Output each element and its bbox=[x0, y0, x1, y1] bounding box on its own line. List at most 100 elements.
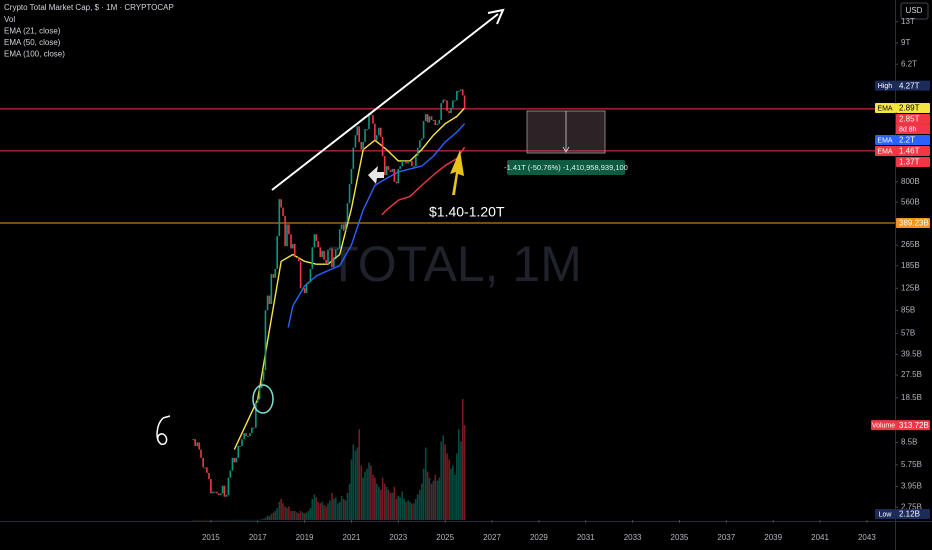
volume-bar bbox=[352, 444, 355, 520]
volume-bar bbox=[268, 516, 271, 520]
price-label-bg bbox=[896, 157, 930, 168]
price-label: 2.12B bbox=[899, 510, 920, 519]
volume-bar bbox=[364, 471, 366, 520]
candle bbox=[444, 99, 446, 101]
volume-bar bbox=[264, 517, 267, 520]
candle bbox=[440, 103, 442, 120]
legend-entry: EMA (21, close) bbox=[4, 27, 61, 36]
candle bbox=[231, 457, 234, 471]
price-tag-bg bbox=[875, 509, 896, 519]
candle bbox=[366, 129, 368, 131]
candle bbox=[420, 138, 423, 141]
candle bbox=[393, 168, 396, 182]
candle bbox=[413, 166, 415, 168]
candle bbox=[446, 100, 448, 111]
volume-bar bbox=[293, 510, 296, 520]
candle bbox=[315, 234, 318, 241]
volume-bar bbox=[350, 459, 353, 520]
x-tick-label: 2027 bbox=[483, 533, 501, 542]
x-tick-label: 2017 bbox=[249, 533, 267, 542]
candle bbox=[407, 160, 409, 164]
volume-bar bbox=[379, 489, 382, 520]
candle bbox=[210, 478, 212, 494]
scribble bbox=[156, 415, 171, 446]
volume-bar bbox=[448, 459, 450, 520]
candle bbox=[460, 89, 462, 91]
price-tag: Low bbox=[879, 511, 893, 518]
candle bbox=[399, 166, 401, 169]
volume-bar bbox=[354, 450, 357, 520]
trend-line bbox=[271, 13, 499, 191]
candle bbox=[233, 457, 236, 463]
ema-line bbox=[233, 107, 466, 450]
volume-bar bbox=[409, 501, 411, 520]
candle bbox=[274, 268, 277, 278]
chart-title: Crypto Total Market Cap, $ · 1M · CRYPTO… bbox=[4, 3, 174, 12]
volume-bar bbox=[411, 503, 413, 520]
volume-bar bbox=[235, 519, 237, 521]
volume-bar bbox=[202, 519, 204, 521]
candle bbox=[340, 224, 343, 230]
volume-bar bbox=[323, 504, 325, 520]
volume-bar bbox=[258, 519, 261, 521]
volume-bar bbox=[243, 519, 245, 521]
y-tick-label: 85B bbox=[901, 305, 915, 314]
candle bbox=[409, 160, 411, 162]
candle bbox=[288, 224, 290, 235]
candle bbox=[323, 250, 325, 260]
price-label: 389.23B bbox=[899, 219, 929, 228]
candle bbox=[338, 229, 341, 249]
candle bbox=[436, 123, 439, 126]
annotation: $1.40-1.20T bbox=[429, 204, 505, 220]
candle bbox=[430, 116, 433, 120]
highlight-circle bbox=[252, 384, 274, 414]
candle bbox=[237, 445, 240, 458]
volume-bar bbox=[333, 498, 335, 520]
candle bbox=[198, 442, 200, 450]
volume-bar bbox=[440, 441, 442, 520]
candle bbox=[219, 493, 222, 496]
volume-bar bbox=[381, 477, 384, 520]
volume-bar bbox=[299, 510, 302, 520]
volume-bar bbox=[247, 519, 249, 521]
price-tag-bg bbox=[875, 135, 896, 146]
volume-bar bbox=[225, 519, 228, 521]
volume-bar bbox=[217, 519, 220, 521]
candle bbox=[196, 442, 199, 446]
candle bbox=[292, 244, 294, 249]
candle bbox=[255, 402, 257, 428]
volume-layer bbox=[192, 399, 466, 521]
price-label: 4.27T bbox=[899, 81, 920, 90]
candle bbox=[270, 274, 273, 304]
volume-tag-bg bbox=[871, 420, 896, 431]
volume-bar bbox=[297, 513, 300, 520]
candle bbox=[432, 119, 435, 121]
volume-bar bbox=[348, 483, 351, 520]
candle bbox=[241, 439, 243, 446]
candle bbox=[438, 119, 441, 124]
candle bbox=[211, 491, 214, 494]
volume-bar bbox=[214, 519, 216, 521]
volume-bar bbox=[270, 513, 273, 520]
candle bbox=[344, 221, 347, 231]
watermark: TOTAL, 1M bbox=[328, 236, 582, 292]
candle bbox=[401, 160, 404, 167]
price-tag-bg bbox=[875, 103, 896, 114]
price-label-bg bbox=[896, 114, 930, 125]
y-tick-label: 3.95B bbox=[901, 482, 922, 491]
candle bbox=[428, 116, 431, 123]
candle bbox=[268, 295, 271, 304]
candle bbox=[327, 249, 329, 265]
volume-bar bbox=[370, 465, 372, 520]
volume-bar bbox=[401, 491, 404, 520]
volume-bar bbox=[194, 519, 196, 521]
candle bbox=[356, 126, 359, 136]
yellow-arrow bbox=[450, 150, 464, 195]
volume-bar bbox=[221, 519, 224, 521]
candle bbox=[296, 257, 298, 259]
volume-bar bbox=[461, 399, 464, 520]
volume-bar bbox=[358, 429, 360, 520]
candle bbox=[368, 113, 370, 130]
candle bbox=[293, 244, 296, 258]
volume-bar bbox=[415, 498, 417, 520]
